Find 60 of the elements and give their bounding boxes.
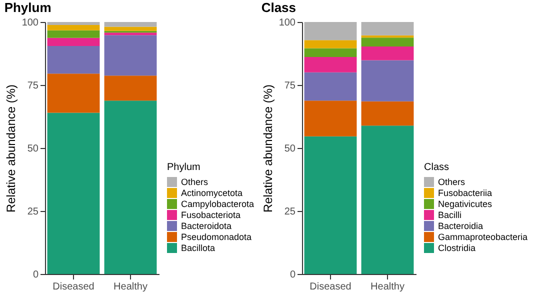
legend-label: Negativicutes [438, 199, 493, 209]
legend-label: Bacteroidota [181, 221, 232, 231]
bar [304, 72, 357, 101]
bar [304, 57, 357, 72]
bar [47, 30, 100, 38]
bar [47, 112, 100, 274]
x-tick-label: Diseased [52, 282, 94, 292]
bar [47, 74, 100, 113]
y-tick-label: 0 [290, 270, 296, 280]
chart-title: Class [261, 0, 296, 15]
bar [361, 101, 414, 126]
bar [304, 100, 357, 136]
y-tick-label: 75 [27, 80, 39, 92]
bar [361, 38, 414, 46]
bar [47, 25, 100, 30]
y-tick-label: 50 [284, 144, 296, 154]
legend-label: Others [181, 177, 209, 187]
legend-label: Bacilli [438, 210, 462, 220]
bar [304, 48, 357, 58]
legend-label: Bacillota [181, 243, 216, 253]
bar [47, 22, 100, 26]
legend-label: Gammaproteobacteria [438, 232, 528, 242]
legend-label: Fusobacteriota [181, 210, 241, 220]
legend-label: Pseudomonadota [181, 232, 252, 242]
y-axis-title: Relative abundance (%) [4, 84, 18, 213]
y-tick-label: 100 [278, 18, 296, 28]
chart-title: Phylum [4, 0, 52, 15]
x-tick-label: Healthy [114, 282, 148, 292]
bar [361, 126, 414, 274]
legend-label: Campylobacterota [181, 199, 254, 209]
bar [47, 38, 100, 46]
y-tick-label: 75 [284, 80, 296, 92]
bar [304, 40, 357, 48]
bar [304, 136, 357, 274]
bar [361, 46, 414, 60]
x-tick-label: Diseased [310, 282, 352, 292]
bar [104, 32, 157, 36]
bar [104, 35, 157, 76]
bar [104, 100, 157, 274]
bar [104, 76, 157, 101]
bar [104, 22, 157, 27]
y-tick-label: 100 [22, 18, 39, 28]
legend-label: Clostridia [438, 243, 476, 253]
bar [361, 22, 414, 36]
bar [361, 60, 414, 102]
legend-label: Actinomycetota [181, 188, 243, 198]
y-tick-label: 50 [27, 144, 39, 154]
legend-title: Class [424, 162, 450, 173]
legend-label: Others [438, 177, 466, 187]
legend-label: Bacteroidia [438, 221, 484, 231]
y-tick-label: 25 [284, 206, 296, 218]
bar [104, 26, 157, 31]
legend-label: Fusobacteriia [438, 188, 492, 198]
y-tick-label: 25 [27, 206, 39, 218]
bar [47, 46, 100, 74]
y-tick-label: 0 [32, 270, 39, 280]
bar [304, 22, 357, 40]
legend-title: Phylum [167, 162, 200, 173]
x-tick-label: Healthy [370, 282, 404, 292]
y-axis-title: Relative abundance (%) [260, 84, 275, 213]
